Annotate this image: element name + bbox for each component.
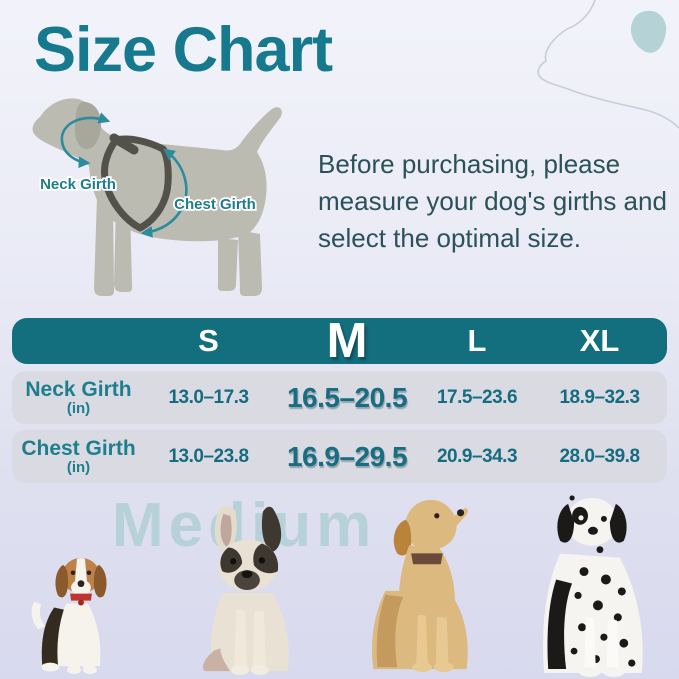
intro-text: Before purchasing, please measure your d… — [318, 149, 667, 253]
row-label-neck: Neck Girth (in) — [12, 378, 145, 417]
decorative-dog-head-outline-icon — [537, 0, 679, 129]
neck-value-s: 13.0–17.3 — [168, 386, 249, 408]
chest-value-m: 16.9–29.5 — [286, 440, 408, 472]
row-unit: (in) — [66, 458, 91, 476]
harness-measure-diagram: Neck Girth Chest Girth — [32, 98, 282, 296]
size-col-xl: XL — [579, 323, 620, 358]
dog-silhouette-body — [32, 98, 282, 242]
size-col-m-highlighted: M — [326, 314, 368, 368]
decorative-ear-shape — [630, 10, 667, 53]
page-title: Size Chart — [34, 15, 333, 85]
neck-girth-label: Neck Girth — [40, 176, 116, 193]
dalmatian-photo — [543, 495, 643, 678]
neck-value-m: 16.5–20.5 — [286, 381, 408, 413]
chest-value-s: 13.0–23.8 — [168, 445, 249, 467]
neck-girth-arrow — [60, 112, 111, 169]
neck-value-xl: 18.9–32.3 — [559, 386, 640, 408]
french-bulldog-photo — [203, 505, 289, 676]
size-col-l: L — [467, 323, 487, 358]
beagle-collar — [70, 593, 92, 601]
golden-collar — [411, 553, 443, 565]
row-label-chest: Chest Girth (in) — [12, 437, 145, 476]
dog-silhouette-legs — [94, 197, 262, 296]
size-col-s: S — [198, 323, 219, 358]
golden-retriever-photo — [372, 499, 468, 673]
chest-girth-arrow — [140, 148, 188, 238]
neck-value-l: 17.5–23.6 — [436, 386, 518, 408]
chest-value-xl: 28.0–39.8 — [559, 445, 640, 467]
row-unit: (in) — [66, 399, 91, 417]
size-table-header: S M L XL — [12, 314, 667, 368]
table-row-neck-girth: Neck Girth (in) 13.0–17.3 16.5–20.5 17.5… — [12, 371, 667, 424]
beagle-photo — [31, 557, 107, 675]
chest-girth-label: Chest Girth — [174, 196, 256, 213]
chest-value-l: 20.9–34.3 — [436, 445, 518, 467]
golden-head — [404, 499, 468, 550]
table-row-chest-girth: Chest Girth (in) 13.0–23.8 16.9–29.5 20.… — [12, 430, 667, 483]
